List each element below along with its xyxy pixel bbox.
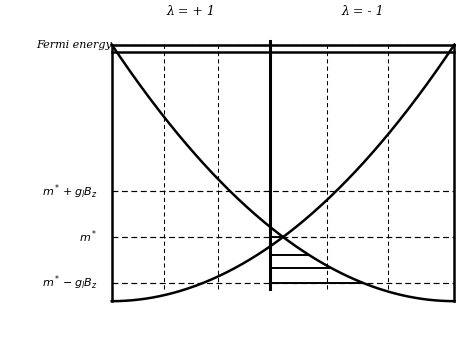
Text: λ = + 1: λ = + 1 <box>166 4 215 18</box>
Text: Fermi energy: Fermi energy <box>36 40 112 49</box>
Text: $m^* + g_l B_z$: $m^* + g_l B_z$ <box>42 182 98 201</box>
Text: λ = - 1: λ = - 1 <box>341 4 383 18</box>
Text: $m^*$: $m^*$ <box>79 229 98 245</box>
Text: $m^* - g_l B_z$: $m^* - g_l B_z$ <box>42 273 98 292</box>
